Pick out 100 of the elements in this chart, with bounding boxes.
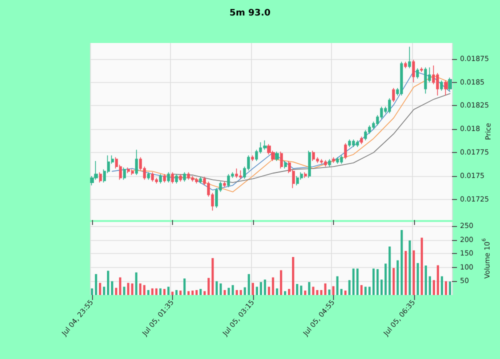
bar	[183, 278, 186, 295]
bar	[356, 268, 359, 295]
bar	[416, 263, 419, 295]
bar	[336, 276, 338, 295]
bar	[236, 290, 238, 295]
bar	[123, 286, 126, 295]
bar	[248, 274, 250, 295]
bar	[400, 230, 403, 295]
candlestick	[175, 174, 178, 184]
candlestick	[356, 140, 359, 148]
bar	[127, 282, 130, 295]
bar	[147, 290, 150, 295]
candlestick	[392, 88, 395, 102]
bar	[412, 250, 415, 295]
bar	[204, 291, 206, 295]
bar	[404, 250, 407, 295]
bar	[372, 268, 375, 295]
bar	[264, 280, 266, 295]
bar	[288, 288, 290, 295]
bar	[272, 277, 274, 295]
bar	[90, 288, 94, 295]
candlestick	[388, 98, 391, 114]
candlestick	[127, 167, 130, 174]
candlestick	[324, 160, 327, 168]
bar	[139, 283, 142, 295]
bar	[187, 291, 190, 295]
bar	[444, 281, 448, 295]
candlestick	[235, 168, 238, 178]
bar	[292, 256, 294, 295]
bar	[316, 290, 318, 295]
candlestick	[404, 61, 407, 69]
bar	[432, 280, 435, 295]
candlestick	[167, 172, 170, 183]
bar	[107, 270, 110, 295]
bar	[131, 283, 134, 295]
candlestick	[147, 172, 150, 180]
bar	[163, 288, 166, 295]
bar	[352, 268, 355, 295]
candlestick	[227, 174, 230, 188]
candlestick	[159, 174, 162, 184]
candlestick	[171, 172, 174, 184]
candlestick	[400, 61, 403, 96]
candlestick	[187, 172, 190, 180]
candlestick	[412, 59, 415, 83]
bar	[348, 280, 351, 295]
candlestick	[131, 169, 134, 176]
candlestick	[284, 160, 287, 169]
candlestick	[135, 149, 138, 176]
bar	[428, 276, 431, 295]
line-series	[172, 93, 450, 183]
candlestick	[199, 176, 202, 184]
candlestick	[448, 77, 452, 92]
bar	[364, 286, 367, 295]
bar	[200, 288, 202, 295]
candlestick	[179, 174, 182, 182]
bar	[102, 286, 106, 295]
candlestick	[364, 130, 367, 141]
bar	[408, 240, 411, 295]
bar	[175, 290, 178, 295]
bar	[220, 283, 222, 295]
candlestick	[239, 170, 242, 180]
candlestick	[99, 172, 102, 183]
bar	[384, 264, 387, 295]
candlestick	[123, 167, 126, 180]
bar	[392, 268, 395, 295]
bar	[312, 286, 314, 295]
bar	[284, 291, 286, 295]
bar	[216, 281, 218, 295]
candlestick	[223, 181, 226, 188]
bar	[179, 290, 182, 295]
candlestick	[360, 136, 363, 145]
candlestick	[163, 174, 166, 183]
candlestick	[263, 140, 267, 150]
candlestick	[424, 66, 427, 94]
bar	[368, 286, 371, 295]
candlestick	[296, 176, 299, 186]
candlestick	[280, 151, 283, 169]
candlestick	[344, 142, 347, 160]
candlestick	[440, 80, 443, 92]
candlestick	[151, 172, 154, 182]
bar	[224, 290, 226, 295]
candlestick	[308, 150, 311, 178]
bar	[448, 282, 452, 295]
candlestick	[332, 156, 335, 164]
bar	[440, 276, 444, 295]
bar	[308, 282, 310, 295]
candlestick	[420, 66, 423, 72]
bar	[300, 286, 302, 295]
bar	[228, 288, 230, 295]
candlestick	[340, 154, 343, 164]
bar	[94, 274, 98, 295]
candlestick	[183, 172, 186, 182]
candlestick	[320, 158, 323, 164]
bar	[340, 288, 342, 295]
bar	[344, 290, 347, 295]
bar	[212, 258, 214, 295]
candlestick	[312, 150, 315, 162]
bar	[256, 286, 258, 295]
candlestick	[195, 177, 198, 184]
candlestick	[416, 68, 419, 79]
